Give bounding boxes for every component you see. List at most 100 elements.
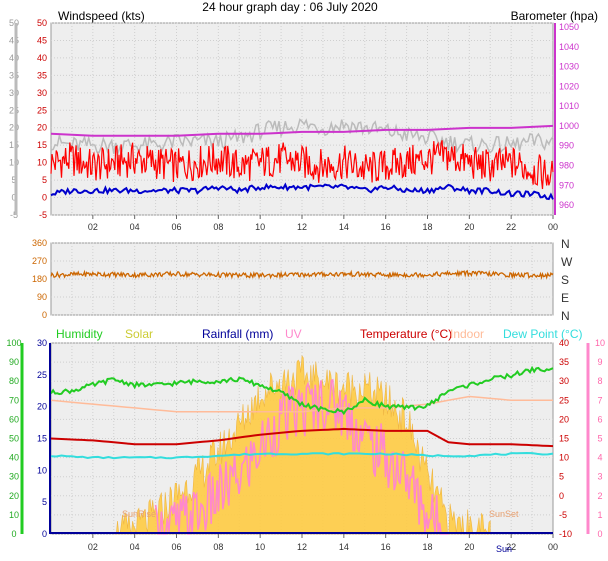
dir-y-label: 180 bbox=[32, 274, 47, 284]
humidity-y-label: 0 bbox=[11, 529, 16, 539]
wind-y-label: 10 bbox=[37, 158, 47, 168]
gust-y-label: 30 bbox=[9, 88, 19, 98]
temp-y-label: 5 bbox=[559, 472, 564, 482]
wind-x-label: 20 bbox=[464, 222, 474, 232]
wind-x-label: 04 bbox=[130, 222, 140, 232]
wind-x-label: 00 bbox=[548, 222, 558, 232]
humidity-series bbox=[50, 365, 554, 416]
compass-label: N bbox=[561, 237, 570, 251]
temp-y-label: 20 bbox=[559, 414, 569, 424]
climate-x-label: 16 bbox=[381, 542, 391, 552]
gust-y-label: 35 bbox=[9, 70, 19, 80]
uv-series bbox=[154, 378, 449, 535]
wind-y-label: 30 bbox=[37, 88, 47, 98]
rain-y-label: 5 bbox=[42, 497, 47, 507]
wind-y-label: 40 bbox=[37, 53, 47, 63]
climate-x-label: 20 bbox=[464, 542, 474, 552]
climate-x-label: 08 bbox=[213, 542, 223, 552]
wind-y-label: 50 bbox=[37, 18, 47, 28]
temp-y-label: 10 bbox=[559, 453, 569, 463]
direction-panel-grid bbox=[51, 242, 553, 316]
temp-y-label: 40 bbox=[559, 338, 569, 348]
climate-panel-axes: 0102030405060708090100051015202530-10-50… bbox=[6, 338, 605, 552]
climate-panel-series bbox=[50, 355, 554, 536]
temp-y-label: 35 bbox=[559, 357, 569, 367]
wind-y-label: -5 bbox=[39, 210, 47, 220]
rain-y-label: 15 bbox=[37, 434, 47, 444]
sun-label: Sun bbox=[496, 544, 512, 554]
wind-direction-series bbox=[50, 269, 554, 280]
gust-y-label: 50 bbox=[9, 18, 19, 28]
direction-panel-series bbox=[50, 269, 554, 280]
wind-x-label: 14 bbox=[339, 222, 349, 232]
uv-y-label: 9 bbox=[597, 357, 602, 367]
legend-4: Temperature (°C) bbox=[360, 327, 452, 341]
wind-y-label: 25 bbox=[37, 105, 47, 115]
dew-point-series bbox=[50, 451, 554, 460]
legend-6: Dew Point (°C) bbox=[503, 327, 582, 341]
uv-y-label: 0 bbox=[597, 529, 602, 539]
indoor-series bbox=[50, 395, 553, 413]
wind-panel-series bbox=[50, 118, 554, 201]
dir-y-label: 90 bbox=[37, 292, 47, 302]
compass-label: N bbox=[561, 309, 570, 323]
climate-x-label: 18 bbox=[422, 542, 432, 552]
uv-y-label: 6 bbox=[597, 414, 602, 424]
wind-x-label: 02 bbox=[88, 222, 98, 232]
wind-x-label: 08 bbox=[213, 222, 223, 232]
gust-y-label: 25 bbox=[9, 105, 19, 115]
rain-y-label: 0 bbox=[42, 529, 47, 539]
wind-y-label: 5 bbox=[42, 175, 47, 185]
climate-x-label: 14 bbox=[339, 542, 349, 552]
sun-annotations: SunRise SunSet Sun bbox=[122, 509, 519, 554]
baro-y-label: 1050 bbox=[559, 22, 579, 32]
dir-y-label: 0 bbox=[42, 310, 47, 320]
baro-y-label: 990 bbox=[559, 141, 574, 151]
baro-y-label: 960 bbox=[559, 200, 574, 210]
uv-y-label: 7 bbox=[597, 395, 602, 405]
temp-y-label: 25 bbox=[559, 395, 569, 405]
humidity-y-label: 40 bbox=[9, 453, 19, 463]
dir-y-label: 360 bbox=[32, 238, 47, 248]
baro-y-label: 1000 bbox=[559, 121, 579, 131]
baro-y-label: 1010 bbox=[559, 101, 579, 111]
gust-y-label: 0 bbox=[11, 193, 16, 203]
legend-3: UV bbox=[285, 327, 302, 341]
baro-y-label: 970 bbox=[559, 180, 574, 190]
uv-y-label: 2 bbox=[597, 491, 602, 501]
humidity-y-label: 30 bbox=[9, 472, 19, 482]
legend-5: Indoor bbox=[450, 327, 484, 341]
sunset-label: SunSet bbox=[489, 509, 519, 519]
chart-title: 24 hour graph day : 06 July 2020 bbox=[202, 0, 378, 14]
temp-y-label: 30 bbox=[559, 376, 569, 386]
wind-x-label: 10 bbox=[255, 222, 265, 232]
wind-x-label: 18 bbox=[422, 222, 432, 232]
climate-x-label: 00 bbox=[548, 542, 558, 552]
climate-x-label: 22 bbox=[506, 542, 516, 552]
humidity-y-label: 100 bbox=[6, 338, 21, 348]
wind-y-label: 15 bbox=[37, 140, 47, 150]
wind-x-label: 16 bbox=[381, 222, 391, 232]
humidity-y-label: 10 bbox=[9, 510, 19, 520]
compass-label: S bbox=[561, 273, 569, 287]
temp-y-label: 0 bbox=[559, 491, 564, 501]
temp-y-label: -5 bbox=[559, 510, 567, 520]
uv-y-label: 5 bbox=[597, 434, 602, 444]
wind-y-label: 0 bbox=[42, 193, 47, 203]
wind-y-label: 20 bbox=[37, 123, 47, 133]
wind-avg-series bbox=[50, 182, 554, 201]
wind-x-label: 06 bbox=[171, 222, 181, 232]
windspeed-series bbox=[50, 140, 554, 190]
gust-y-label: 5 bbox=[11, 175, 16, 185]
uv-y-label: 8 bbox=[597, 376, 602, 386]
wind-x-label: 12 bbox=[297, 222, 307, 232]
humidity-y-label: 60 bbox=[9, 414, 19, 424]
gust-y-label: 15 bbox=[9, 140, 19, 150]
rain-y-label: 25 bbox=[37, 370, 47, 380]
rain-y-label: 30 bbox=[37, 338, 47, 348]
climate-x-label: 06 bbox=[171, 542, 181, 552]
legend-0: Humidity bbox=[56, 327, 103, 341]
legend-1: Solar bbox=[125, 327, 153, 341]
